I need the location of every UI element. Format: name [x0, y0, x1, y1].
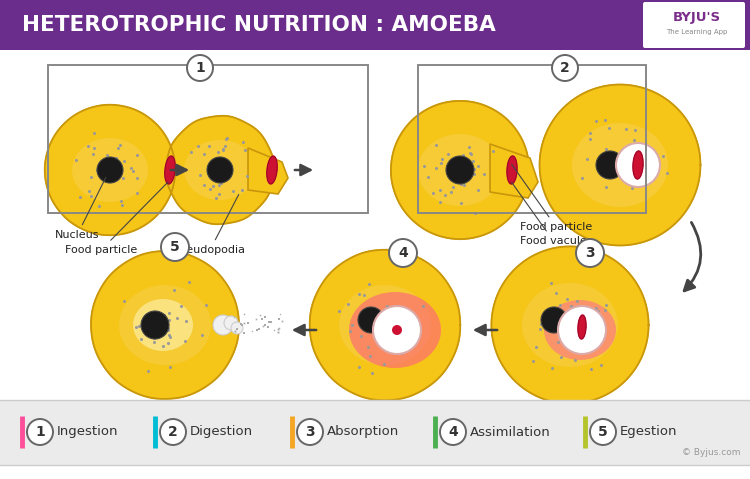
Text: HETEROTROPHIC NUTRITION : AMOEBA: HETEROTROPHIC NUTRITION : AMOEBA: [22, 15, 496, 35]
Polygon shape: [166, 116, 274, 224]
Text: 1: 1: [35, 425, 45, 439]
Circle shape: [141, 311, 169, 339]
Text: 2: 2: [560, 61, 570, 75]
Text: Ingestion: Ingestion: [57, 425, 118, 438]
Text: 1: 1: [195, 61, 205, 75]
Circle shape: [213, 315, 233, 335]
Text: 3: 3: [585, 246, 595, 260]
Circle shape: [224, 316, 238, 330]
Text: Absorption: Absorption: [327, 425, 399, 438]
Ellipse shape: [349, 292, 441, 368]
FancyArrowPatch shape: [684, 222, 700, 291]
Circle shape: [97, 157, 123, 183]
FancyBboxPatch shape: [643, 2, 745, 48]
Circle shape: [392, 325, 402, 335]
Circle shape: [541, 307, 567, 333]
Polygon shape: [491, 246, 649, 404]
Circle shape: [440, 419, 466, 445]
Circle shape: [590, 419, 616, 445]
Text: 2: 2: [168, 425, 178, 439]
Circle shape: [207, 157, 233, 183]
Polygon shape: [45, 105, 176, 235]
Ellipse shape: [339, 285, 431, 365]
Polygon shape: [539, 85, 700, 245]
Circle shape: [558, 306, 606, 354]
Ellipse shape: [522, 283, 618, 367]
Polygon shape: [267, 156, 278, 184]
Ellipse shape: [133, 299, 193, 351]
Circle shape: [552, 55, 578, 81]
Circle shape: [596, 151, 624, 179]
Polygon shape: [490, 144, 538, 198]
Text: © Byjus.com: © Byjus.com: [682, 448, 740, 457]
Circle shape: [576, 239, 604, 267]
Text: Food particle: Food particle: [512, 164, 592, 232]
Text: 5: 5: [598, 425, 608, 439]
Circle shape: [187, 55, 213, 81]
Text: 4: 4: [448, 425, 458, 439]
Polygon shape: [391, 101, 530, 239]
Text: Food vacule: Food vacule: [512, 182, 586, 246]
Text: Assimilation: Assimilation: [470, 425, 550, 438]
Circle shape: [389, 239, 417, 267]
Ellipse shape: [184, 140, 256, 200]
Ellipse shape: [119, 285, 211, 365]
Text: BYJU'S: BYJU'S: [673, 11, 721, 23]
Circle shape: [616, 143, 660, 187]
Text: Nucleus: Nucleus: [55, 178, 106, 240]
Polygon shape: [633, 151, 643, 179]
Text: 5: 5: [170, 240, 180, 254]
Text: Egestion: Egestion: [620, 425, 677, 438]
Circle shape: [160, 419, 186, 445]
Polygon shape: [91, 251, 239, 399]
Text: Food particle: Food particle: [65, 182, 168, 255]
Bar: [0, 0, 750, 50]
Circle shape: [358, 307, 384, 333]
Polygon shape: [310, 250, 460, 400]
Ellipse shape: [72, 138, 148, 202]
Text: 4: 4: [398, 246, 408, 260]
Circle shape: [161, 233, 189, 261]
Text: Digestion: Digestion: [190, 425, 253, 438]
Ellipse shape: [572, 123, 668, 207]
Text: 3: 3: [305, 425, 315, 439]
Text: The Learning App: The Learning App: [666, 29, 728, 35]
Ellipse shape: [544, 300, 616, 360]
Circle shape: [373, 306, 421, 354]
Polygon shape: [507, 156, 517, 184]
Polygon shape: [165, 156, 176, 184]
Bar: [0, 400, 750, 465]
Circle shape: [297, 419, 323, 445]
Ellipse shape: [418, 134, 502, 206]
Circle shape: [446, 156, 474, 184]
Circle shape: [27, 419, 53, 445]
Circle shape: [231, 322, 243, 334]
Text: Pseudopodia: Pseudopodia: [175, 194, 245, 255]
Polygon shape: [578, 315, 586, 339]
Polygon shape: [248, 148, 288, 194]
